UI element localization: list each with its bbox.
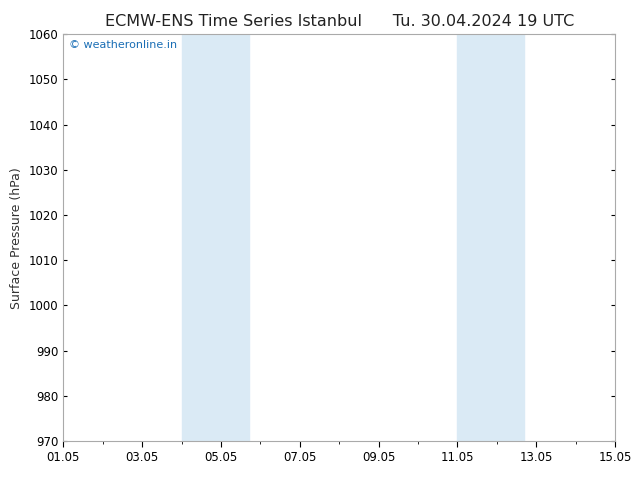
Bar xyxy=(181,34,249,441)
Y-axis label: Surface Pressure (hPa): Surface Pressure (hPa) xyxy=(10,167,23,309)
Title: ECMW-ENS Time Series Istanbul      Tu. 30.04.2024 19 UTC: ECMW-ENS Time Series Istanbul Tu. 30.04.… xyxy=(105,14,574,29)
Text: © weatheronline.in: © weatheronline.in xyxy=(69,40,177,50)
Bar xyxy=(457,34,524,441)
